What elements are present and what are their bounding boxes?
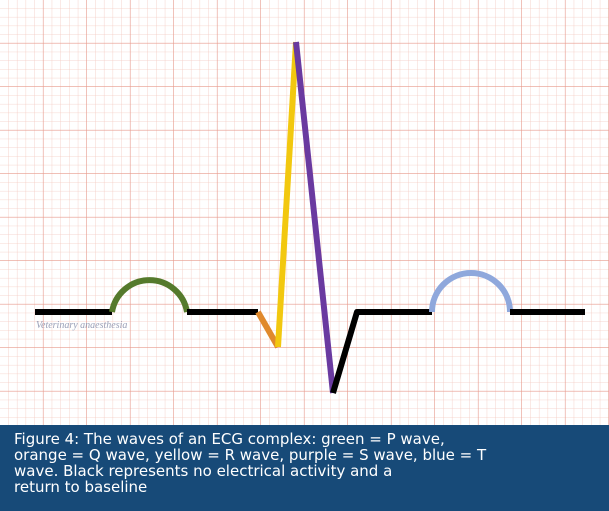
t-wave [429,270,513,313]
r-wave [275,41,299,348]
caption-line: wave. Black represents no electrical act… [14,462,393,480]
baseline [330,309,432,394]
caption-line: return to baseline [14,478,148,496]
caption-line: orange = Q wave, yellow = R wave, purple… [14,446,487,464]
grid [0,0,609,425]
watermark: Veterinary anaesthesia [36,320,127,331]
caption-line: Figure 4: The waves of an ECG complex: g… [14,430,445,448]
ecg-diagram: Veterinary anaesthesia [0,0,609,425]
p-wave [109,277,190,313]
s-wave [293,41,336,394]
q-wave [255,310,281,349]
caption: Figure 4: The waves of an ECG complex: g… [0,425,609,511]
